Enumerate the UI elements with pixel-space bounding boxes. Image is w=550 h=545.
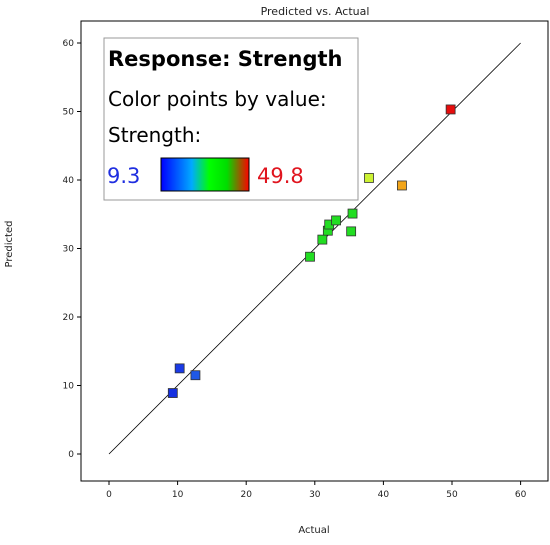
y-tick-label: 20 <box>63 313 75 323</box>
legend-max-label: 49.8 <box>257 164 304 188</box>
y-tick-label: 60 <box>63 39 75 49</box>
x-tick-label: 10 <box>172 490 184 500</box>
data-points <box>167 104 456 398</box>
y-axis-title: Predicted <box>4 221 15 268</box>
data-point-1 <box>174 363 185 374</box>
y-tick-label: 50 <box>63 108 75 118</box>
y-tick-label: 30 <box>63 245 75 255</box>
x-tick-label: 50 <box>446 490 458 500</box>
data-point-3 <box>305 251 315 262</box>
legend-line-strength: Strength: <box>108 123 201 147</box>
legend-title: Response: Strength <box>108 47 343 71</box>
x-axis-title: Actual <box>298 525 329 536</box>
x-axis-ticks: 0 10 20 30 40 50 60 <box>106 481 527 500</box>
legend-min-label: 9.3 <box>107 164 140 188</box>
x-tick-label: 40 <box>378 490 390 500</box>
x-tick-label: 30 <box>309 490 321 500</box>
x-tick-label: 20 <box>240 490 252 500</box>
y-tick-label: 40 <box>63 176 75 186</box>
y-tick-label: 0 <box>68 450 74 460</box>
legend: Response: Strength Color points by value… <box>103 37 359 201</box>
data-point-11 <box>397 180 407 191</box>
x-tick-label: 60 <box>515 490 527 500</box>
data-point-8 <box>346 226 357 237</box>
data-point-2 <box>190 370 201 381</box>
data-point-7 <box>331 215 341 226</box>
data-point-9 <box>347 208 358 219</box>
data-point-4 <box>317 234 328 245</box>
y-tick-label: 10 <box>63 382 75 392</box>
y-axis-ticks: 0 10 20 30 40 50 60 <box>63 39 81 460</box>
chart-title: Predicted vs. Actual <box>261 5 370 18</box>
data-point-0 <box>167 388 178 398</box>
legend-line-color-by: Color points by value: <box>108 87 327 111</box>
legend-color-bar <box>160 157 250 192</box>
x-tick-label: 0 <box>106 490 112 500</box>
data-point-12 <box>445 104 456 115</box>
data-point-10 <box>364 173 374 183</box>
